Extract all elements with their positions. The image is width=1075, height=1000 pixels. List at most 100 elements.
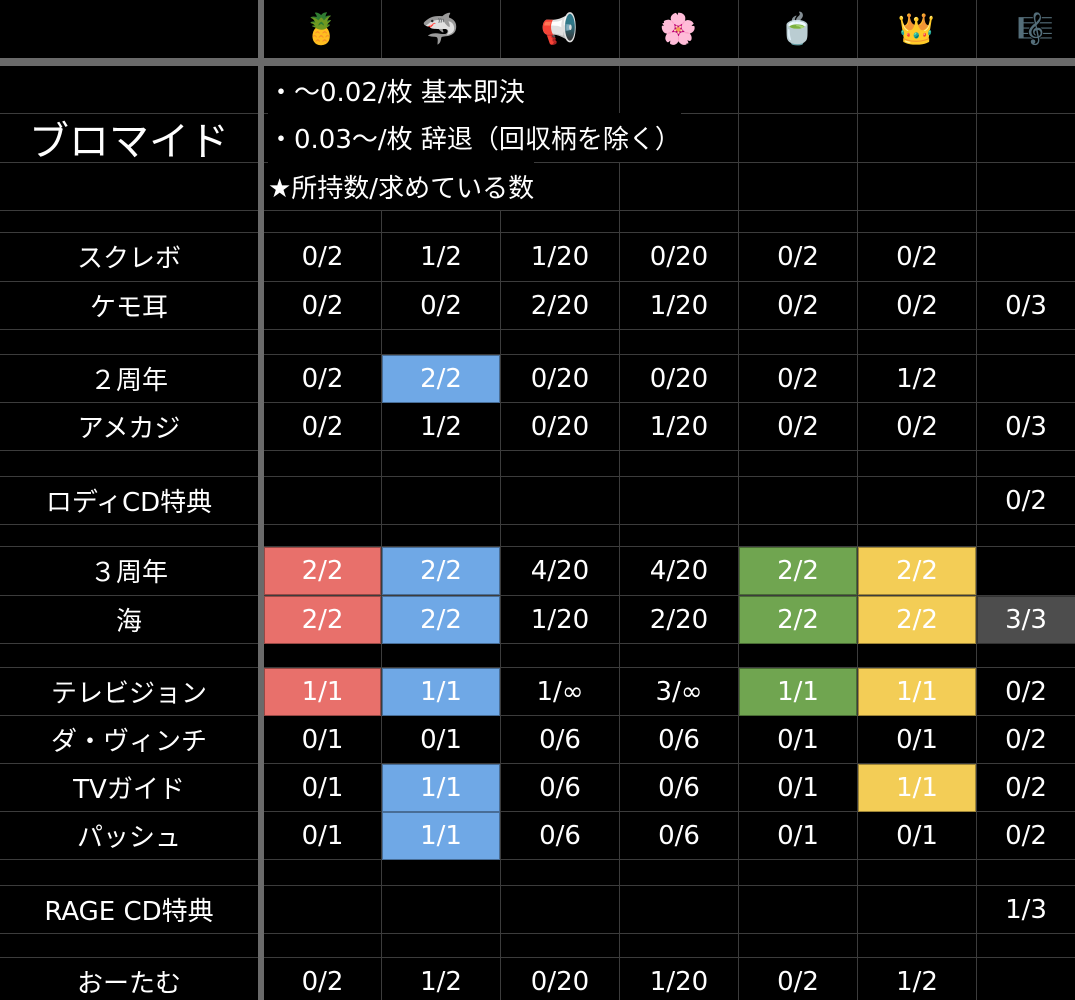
cell: 2/2 — [896, 556, 938, 586]
cell: 0/3 — [1005, 412, 1047, 442]
row-label: ２周年 — [89, 365, 168, 396]
grid-line — [0, 281, 1075, 282]
grid-line — [381, 210, 382, 1000]
highlight — [739, 547, 857, 595]
grid-line — [500, 210, 501, 1000]
grid-line — [0, 450, 1075, 451]
grid-line — [0, 957, 1075, 958]
column-divider — [258, 0, 264, 1000]
grid-line — [619, 162, 620, 1000]
column-icon: 🦈 — [421, 11, 460, 47]
row-label: TVガイド — [73, 774, 185, 805]
cell: 1/1 — [896, 773, 938, 803]
cell: 0/2 — [896, 242, 938, 272]
cell: 1/2 — [896, 967, 938, 997]
grid-line — [0, 210, 1075, 211]
highlight — [382, 355, 500, 403]
cell: 0/2 — [1005, 486, 1047, 516]
cell: 1/1 — [420, 677, 462, 707]
highlight — [858, 764, 976, 812]
grid-line — [0, 885, 1075, 886]
row-label: ロディCD特典 — [45, 487, 213, 518]
column-icon: 🌸 — [659, 11, 698, 47]
cell: 1/2 — [896, 364, 938, 394]
row-label: ３周年 — [89, 557, 168, 588]
column-icon: 🎼 — [1016, 11, 1055, 47]
grid-line — [0, 402, 1075, 403]
highlight — [858, 547, 976, 595]
cell: 1/1 — [896, 677, 938, 707]
grid-line — [0, 715, 1075, 716]
grid-line — [0, 329, 1075, 330]
cell: 0/2 — [896, 412, 938, 442]
cell: 1/2 — [420, 242, 462, 272]
grid-line — [857, 66, 858, 1000]
cell: 3/3 — [1005, 605, 1047, 635]
grid-line — [0, 859, 1075, 860]
cell: 0/2 — [301, 242, 344, 272]
cell: 0/2 — [1005, 821, 1047, 851]
cell: 1/20 — [530, 242, 590, 272]
cell: 0/1 — [301, 773, 344, 803]
cell: 0/6 — [658, 821, 700, 851]
cell: 0/20 — [530, 412, 590, 442]
cell: 2/2 — [777, 556, 819, 586]
grid-line — [0, 476, 1075, 477]
cell: 0/2 — [301, 967, 344, 997]
cell: 2/2 — [420, 364, 462, 394]
cell: 1/20 — [649, 412, 709, 442]
cell: 2/2 — [301, 605, 344, 635]
cell: 0/6 — [658, 725, 700, 755]
grid-line — [0, 643, 1075, 644]
grid-line — [0, 811, 1075, 812]
cell: 0/2 — [896, 291, 938, 321]
cell: 0/20 — [530, 967, 590, 997]
cell: 0/2 — [777, 412, 819, 442]
cell: 0/2 — [777, 242, 819, 272]
row-label: テレビジョン — [50, 678, 207, 709]
cell: 0/20 — [530, 364, 590, 394]
cell: 0/2 — [777, 291, 819, 321]
cell: 0/20 — [649, 364, 709, 394]
cell: 0/6 — [539, 725, 581, 755]
cell: 1/20 — [649, 291, 709, 321]
cell: 1/1 — [420, 773, 462, 803]
grid-line — [0, 667, 1075, 668]
highlight — [858, 668, 976, 716]
cell: 0/1 — [301, 725, 344, 755]
cell: 4/20 — [649, 556, 709, 586]
row-label: アメカジ — [77, 413, 181, 444]
cell: 0/1 — [896, 725, 938, 755]
cell: 2/2 — [301, 556, 344, 586]
note: ★所持数/求めている数 — [268, 162, 535, 210]
grid-line — [500, 0, 501, 58]
cell: 1/20 — [530, 605, 590, 635]
cell: 0/6 — [539, 821, 581, 851]
cell: 2/20 — [530, 291, 590, 321]
cell: 3/∞ — [655, 677, 703, 707]
note: ・0.03～/枚 辞退（回収柄を除く） — [268, 113, 681, 161]
header-divider — [0, 58, 1075, 66]
highlight — [977, 596, 1075, 644]
cell: 1/20 — [649, 967, 709, 997]
row-label: スクレボ — [76, 243, 181, 274]
highlight — [382, 812, 500, 860]
grid-line — [0, 933, 1075, 934]
title: ブロマイド — [29, 119, 229, 165]
cell: 0/2 — [1005, 725, 1047, 755]
cell: 0/6 — [539, 773, 581, 803]
cell: 1/3 — [1005, 895, 1047, 925]
cell: 0/2 — [1005, 773, 1047, 803]
cell: 0/1 — [896, 821, 938, 851]
cell: 1/1 — [301, 677, 344, 707]
grid-line — [0, 354, 1075, 355]
highlight — [264, 668, 381, 716]
cell: 0/1 — [777, 725, 819, 755]
cell: 0/20 — [649, 242, 709, 272]
row-label: 海 — [115, 606, 142, 637]
cell: 0/2 — [777, 967, 819, 997]
cell: 0/3 — [1005, 291, 1047, 321]
grid-line — [738, 0, 739, 58]
cell: 1/1 — [420, 821, 462, 851]
